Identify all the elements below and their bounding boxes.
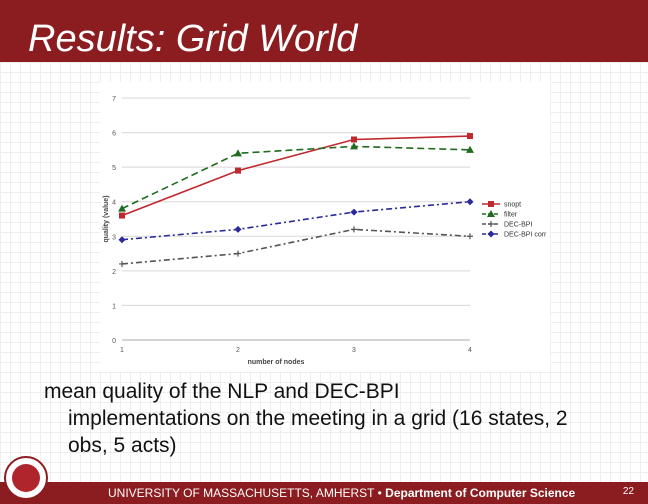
x-tick-label: 2 bbox=[236, 347, 240, 354]
dec-bpi-point bbox=[467, 233, 473, 240]
y-tick-label: 4 bbox=[112, 200, 116, 207]
footer-bar: UNIVERSITY OF MASSACHUSETTS, AMHERST • D… bbox=[0, 482, 648, 504]
caption-line-2: implementations on the meeting in a grid… bbox=[68, 407, 568, 457]
snopt-point bbox=[351, 136, 357, 143]
x-tick-label: 4 bbox=[468, 347, 472, 354]
dec-bpi-point bbox=[351, 226, 357, 233]
chart-panel: 0 1 2 3 4 5 6 7 1 2 3 4 number of nodes quality (valu… bbox=[100, 82, 550, 372]
y-tick-label: 5 bbox=[112, 165, 116, 172]
x-axis-label: number of nodes bbox=[248, 359, 305, 366]
slide-caption: mean quality of the NLP and DEC-BPI impl… bbox=[44, 378, 584, 459]
dec-bpi-corr-point bbox=[350, 208, 358, 216]
snopt-line bbox=[121, 135, 471, 217]
legend-label-dec-bpi-corr: DEC-BPI corr bbox=[504, 232, 547, 239]
page-number: 22 bbox=[622, 486, 634, 497]
legend-label-filter: filter bbox=[504, 212, 518, 219]
y-tick-label: 2 bbox=[112, 269, 116, 276]
y-tick-label: 0 bbox=[112, 338, 116, 345]
snopt-point bbox=[467, 133, 473, 140]
slide-title: Results: Grid World bbox=[28, 18, 358, 60]
footer-text: UNIVERSITY OF MASSACHUSETTS, AMHERST • D… bbox=[108, 486, 575, 500]
caption-line-1: mean quality of the NLP and DEC-BPI bbox=[44, 380, 400, 403]
legend-label-dec-bpi: DEC-BPI bbox=[504, 222, 532, 229]
legend-dec-bpi-corr-point bbox=[487, 230, 495, 238]
filter-point bbox=[350, 142, 358, 150]
title-banner bbox=[0, 0, 648, 62]
filter-line bbox=[121, 145, 471, 210]
footer-department: Department of Computer Science bbox=[385, 486, 576, 500]
dec-bpi-line bbox=[121, 228, 471, 265]
dec-bpi-corr-point bbox=[118, 236, 126, 244]
dec-bpi-point bbox=[235, 250, 241, 257]
dec-bpi-point bbox=[119, 260, 125, 267]
x-tick-label: 3 bbox=[352, 347, 356, 354]
filter-point bbox=[234, 149, 242, 157]
footer-university: UNIVERSITY OF MASSACHUSETTS, AMHERST bbox=[108, 486, 375, 500]
university-seal-icon bbox=[4, 456, 48, 500]
dec-bpi-corr-line bbox=[121, 200, 471, 241]
snopt-point bbox=[235, 167, 241, 174]
dec-bpi-corr-point bbox=[234, 225, 242, 233]
filter-point bbox=[118, 204, 126, 212]
footer-separator: • bbox=[377, 486, 382, 500]
x-tick-label: 1 bbox=[120, 347, 124, 354]
dec-bpi-corr-point bbox=[466, 198, 474, 206]
legend-snopt-point bbox=[488, 201, 494, 207]
snopt-point bbox=[119, 212, 125, 219]
y-tick-label: 6 bbox=[112, 131, 116, 138]
filter-point bbox=[466, 145, 474, 153]
y-axis-label: quality (value) bbox=[103, 195, 110, 242]
y-tick-label: 1 bbox=[112, 303, 116, 310]
y-tick-label: 3 bbox=[112, 234, 116, 241]
legend-label-snopt: snopt bbox=[504, 202, 521, 209]
legend-dec-bpi-point bbox=[488, 221, 494, 227]
y-tick-label: 7 bbox=[112, 96, 116, 103]
legend-filter-point bbox=[487, 210, 495, 217]
